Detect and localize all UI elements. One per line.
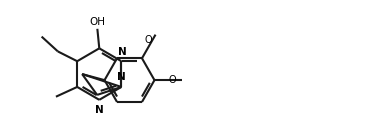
Text: O: O xyxy=(145,34,152,45)
Text: N: N xyxy=(118,47,127,57)
Text: O: O xyxy=(168,75,176,85)
Text: N: N xyxy=(95,105,104,115)
Text: N: N xyxy=(117,72,126,82)
Text: OH: OH xyxy=(89,17,106,27)
